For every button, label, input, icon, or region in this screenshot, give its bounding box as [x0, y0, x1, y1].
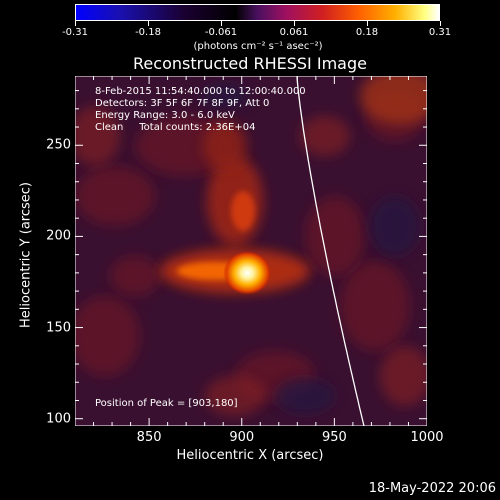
rhessi-image — [75, 76, 427, 426]
dark-patch — [200, 84, 250, 108]
footer-date: 18-May-2022 20:06 — [368, 481, 496, 496]
y-tick-label: 200 — [46, 228, 71, 244]
detectors-info: Detectors: 3F 5F 6F 7F 8F 9F, Att 0 — [95, 98, 270, 109]
background-patch — [75, 296, 140, 376]
colorbar-tick-label: 0.061 — [279, 27, 309, 38]
axis-ticks — [75, 76, 427, 426]
y-tick-label: 100 — [46, 411, 71, 427]
colorbar-tick — [148, 21, 149, 26]
colorbar-tick-label: 0.31 — [428, 27, 452, 38]
rhessi-image-plot: 8-Feb-2015 11:54:40.000 to 12:00:40.000 … — [75, 76, 427, 426]
y-axis-label: Heliocentric Y (arcsec) — [18, 182, 34, 328]
background-patch — [75, 106, 120, 166]
dark-patch — [275, 378, 335, 414]
x-tick-label: 900 — [229, 430, 255, 445]
corner-emission — [360, 76, 427, 124]
colorbar-tick-label: -0.31 — [62, 27, 88, 38]
background-patch — [300, 116, 350, 156]
solar-limb-line — [296, 76, 365, 426]
background-patch — [110, 256, 160, 296]
colorbar-tick-label: 0.18 — [355, 27, 379, 38]
clean-info: Clean Total counts: 2.36E+04 — [95, 122, 256, 133]
peak-position-text: Position of Peak = [903,180] — [95, 398, 238, 409]
colorbar-tick — [440, 21, 441, 26]
background-patch — [340, 261, 410, 351]
y-tick-label: 250 — [46, 137, 71, 153]
colorbar — [75, 4, 440, 21]
image-title: Reconstructed RHESSI Image — [133, 54, 367, 73]
colorbar-tick — [75, 21, 76, 26]
x-axis-label: Heliocentric X (arcsec) — [176, 448, 324, 463]
emission-features — [75, 76, 427, 416]
background-patch — [305, 196, 365, 276]
flare-peak-core — [223, 250, 272, 295]
colorbar-tick-label: -0.061 — [204, 27, 238, 38]
dark-patch — [370, 196, 420, 256]
background-patch — [205, 376, 265, 416]
energy-range-info: Energy Range: 3.0 - 6.0 keV — [95, 110, 235, 121]
background-patch — [75, 166, 155, 226]
colorbar-units: (photons cm⁻² s⁻¹ asec⁻²) — [193, 41, 323, 52]
y-tick-label: 150 — [46, 320, 71, 336]
x-tick-label: 1000 — [410, 430, 444, 445]
x-tick-label: 850 — [136, 430, 162, 445]
observation-time: 8-Feb-2015 11:54:40.000 to 12:00:40.000 — [95, 86, 306, 97]
x-tick-label: 950 — [321, 430, 347, 445]
upper-loop-core — [231, 191, 255, 231]
colorbar-tick — [294, 21, 295, 26]
colorbar-tick — [367, 21, 368, 26]
background-patch — [380, 346, 427, 406]
colorbar-tick — [221, 21, 222, 26]
upper-emission — [203, 121, 247, 171]
colorbar-tick-label: -0.18 — [135, 27, 161, 38]
